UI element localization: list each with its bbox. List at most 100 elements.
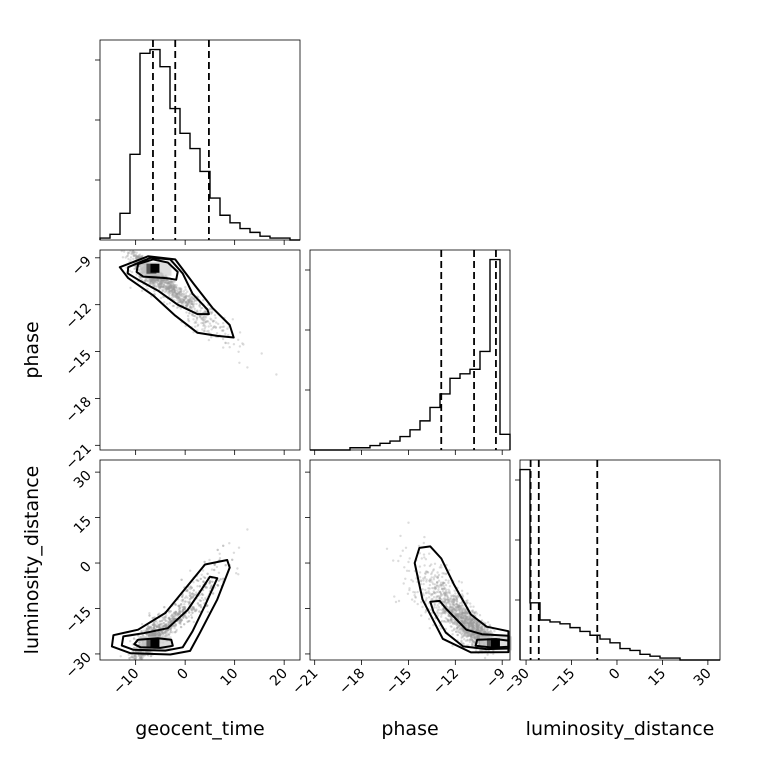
sample-point xyxy=(442,587,446,591)
sample-point xyxy=(460,616,463,619)
sample-point xyxy=(179,620,182,623)
sample-point xyxy=(176,296,179,300)
sample-point xyxy=(154,634,157,637)
sample-point xyxy=(486,653,489,656)
sample-point xyxy=(150,279,154,282)
sample-point xyxy=(132,250,135,253)
sample-point xyxy=(450,595,454,598)
panel-frame xyxy=(309,249,511,451)
sample-point xyxy=(465,615,468,618)
sample-point xyxy=(168,617,171,621)
sample-point xyxy=(173,289,177,292)
sample-point xyxy=(184,292,188,295)
sample-point xyxy=(138,657,141,660)
sample-point xyxy=(467,618,471,621)
sample-point xyxy=(158,287,162,290)
sample-point xyxy=(204,315,207,318)
sample-point xyxy=(473,637,477,640)
sample-point xyxy=(176,612,180,616)
sample-point xyxy=(465,618,469,621)
sample-point xyxy=(181,598,185,601)
sample-point xyxy=(471,633,475,637)
sample-point xyxy=(179,620,182,623)
sample-point xyxy=(173,288,176,292)
sample-point xyxy=(173,294,176,297)
sample-point xyxy=(165,285,168,288)
sample-point xyxy=(486,621,490,624)
sample-point xyxy=(447,600,450,604)
sample-point xyxy=(158,631,161,634)
sample-point xyxy=(168,281,172,284)
sample-point xyxy=(152,632,155,635)
sample-point xyxy=(170,614,173,618)
sample-point xyxy=(461,594,465,598)
sample-point xyxy=(181,598,185,601)
sample-point xyxy=(461,609,464,612)
sample-point xyxy=(486,629,489,633)
sample-point xyxy=(160,630,163,633)
sample-point xyxy=(469,616,472,619)
sample-point xyxy=(465,612,468,616)
sample-point xyxy=(436,595,440,598)
sample-point xyxy=(469,637,472,641)
sample-point xyxy=(470,638,473,641)
sample-point xyxy=(184,296,187,299)
sample-point xyxy=(154,634,157,637)
sample-point xyxy=(149,654,153,658)
sample-point xyxy=(163,278,166,281)
sample-point xyxy=(178,292,181,295)
panel-frame xyxy=(99,39,301,241)
sample-point xyxy=(444,594,447,598)
sample-point xyxy=(469,624,473,627)
sample-point xyxy=(464,619,467,623)
sample-point xyxy=(166,292,169,295)
sample-point xyxy=(479,626,483,630)
sample-point xyxy=(199,599,202,602)
sample-point xyxy=(160,619,163,623)
sample-point xyxy=(170,620,173,623)
sample-point xyxy=(443,610,447,613)
sample-point xyxy=(439,594,442,597)
sample-point xyxy=(444,620,448,624)
sample-point xyxy=(214,326,218,329)
sample-point xyxy=(169,285,173,289)
sample-point xyxy=(478,626,481,629)
sample-point xyxy=(189,305,192,309)
panel-frame xyxy=(99,249,301,451)
sample-point xyxy=(141,656,144,659)
sample-point xyxy=(160,630,163,633)
sample-point xyxy=(456,607,459,610)
sample-point xyxy=(476,628,479,631)
sample-point xyxy=(465,625,468,628)
sample-point xyxy=(165,290,168,293)
sample-point xyxy=(440,594,443,597)
sample-point xyxy=(459,608,462,612)
sample-point xyxy=(165,289,168,292)
sample-point xyxy=(154,620,157,623)
sample-point xyxy=(212,326,215,329)
sample-point xyxy=(441,609,444,612)
sample-point xyxy=(202,598,205,602)
sample-point xyxy=(191,592,194,595)
sample-point xyxy=(155,625,158,628)
sample-point xyxy=(454,609,457,612)
sample-point xyxy=(456,633,459,637)
sample-point xyxy=(193,299,196,302)
sample-point xyxy=(195,591,198,594)
sample-point xyxy=(461,619,465,623)
sample-point xyxy=(450,616,454,619)
sample-point xyxy=(211,592,215,595)
sample-point xyxy=(430,593,434,596)
contour-level-1 xyxy=(133,637,174,649)
sample-point xyxy=(480,627,484,631)
sample-point xyxy=(441,572,444,575)
sample-point xyxy=(246,528,249,531)
sample-point xyxy=(171,617,174,620)
sample-point xyxy=(472,641,476,644)
sample-point xyxy=(139,655,143,658)
sample-point xyxy=(408,557,411,560)
sample-point xyxy=(165,614,168,617)
y-tick-label: −15 xyxy=(63,604,95,636)
sample-point xyxy=(127,257,130,261)
sample-point xyxy=(438,597,442,600)
